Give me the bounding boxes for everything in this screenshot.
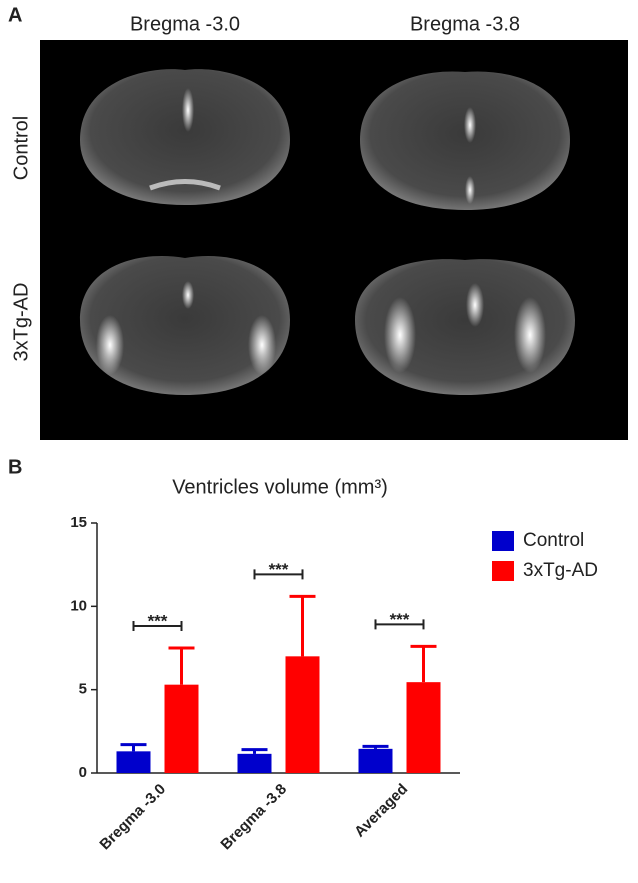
bar xyxy=(116,751,151,773)
significance-bracket xyxy=(132,621,183,631)
error-bar xyxy=(241,748,268,754)
significance-bracket xyxy=(374,619,425,630)
error-bar xyxy=(362,744,389,749)
error-bar xyxy=(168,646,195,685)
error-bar xyxy=(120,743,147,752)
y-tick-label: 10 xyxy=(70,597,87,614)
error-bar xyxy=(410,644,437,683)
significance-label: *** xyxy=(269,560,289,579)
brain-image xyxy=(80,69,290,206)
legend-swatch xyxy=(492,561,514,581)
legend-label: Control xyxy=(523,530,584,551)
significance-bracket xyxy=(253,569,304,580)
row-label: Control xyxy=(10,116,32,180)
column-label: Bregma -3.8 xyxy=(410,13,520,35)
chart: 0 5 10 15 Bregma -3.0 *** Bregma -3.8 *** Averag… xyxy=(70,514,598,853)
bar xyxy=(164,684,199,773)
bar xyxy=(237,753,272,773)
brain-image xyxy=(355,259,575,395)
y-tick-label: 15 xyxy=(70,514,87,531)
bar xyxy=(285,656,320,773)
y-tick-label: 0 xyxy=(79,764,87,781)
error-bar xyxy=(289,594,316,657)
x-tick-label: Averaged xyxy=(351,781,411,841)
significance-label: *** xyxy=(148,611,168,630)
chart-title: Ventricles volume (mm³) xyxy=(172,476,388,498)
x-tick-label: Bregma -3.8 xyxy=(217,781,290,854)
row-label: 3xTg-AD xyxy=(10,283,32,362)
bar xyxy=(358,748,393,773)
brain-image xyxy=(360,71,570,210)
bar xyxy=(406,682,441,773)
legend-label: 3xTg-AD xyxy=(523,560,598,581)
x-tick-label: Bregma -3.0 xyxy=(96,781,169,854)
significance-label: *** xyxy=(390,610,410,629)
panel-label: B xyxy=(8,456,22,478)
legend-swatch xyxy=(492,531,514,551)
y-tick-label: 5 xyxy=(79,681,87,698)
brain-image xyxy=(80,255,290,395)
panel-label: A xyxy=(8,4,22,26)
column-label: Bregma -3.0 xyxy=(130,13,240,35)
